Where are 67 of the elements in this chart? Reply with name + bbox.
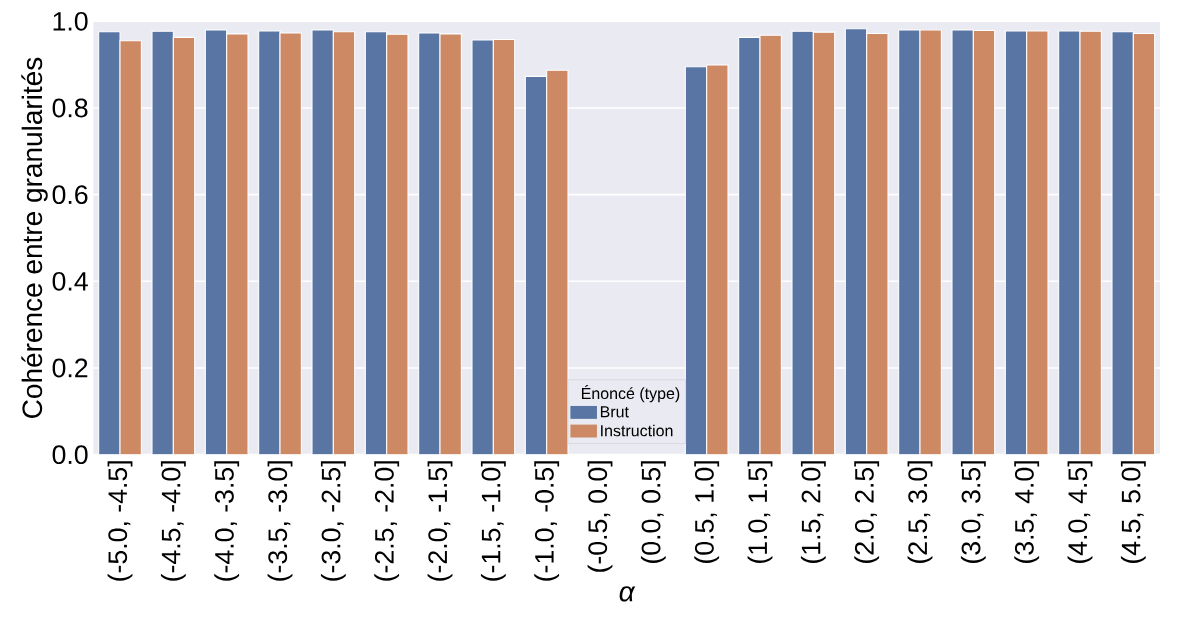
x-tick-label: (-4.0, -3.5]: [214, 461, 240, 581]
bar: [919, 29, 942, 455]
bar: [226, 33, 249, 455]
x-tick-label: (-2.0, -1.5]: [427, 461, 453, 581]
x-tick-label: (0.5, 1.0]: [694, 461, 720, 563]
bar: [706, 64, 729, 455]
bar: [365, 31, 387, 455]
x-tick-label: (-3.0, -2.5]: [320, 461, 346, 581]
x-tick-label: (3.5, 4.0]: [1014, 461, 1040, 563]
x-tick-label: (-3.5, -3.0]: [267, 461, 293, 581]
legend-label: Brut: [600, 406, 629, 418]
bar: [1111, 31, 1134, 455]
bar: [791, 30, 814, 455]
legend-title: Énoncé (type): [581, 385, 680, 403]
y-tick-label: 1.0: [53, 11, 88, 31]
y-tick-label: 0.2: [52, 358, 88, 378]
y-tick-label: 0.8: [52, 98, 88, 118]
x-tick-label: (-1.5, -1.0]: [480, 461, 506, 581]
bar: [844, 28, 868, 455]
x-tick-label: (-2.5, -2.0]: [374, 461, 400, 581]
legend-label: Instruction: [601, 424, 673, 437]
bar: [173, 37, 195, 455]
bar: [418, 33, 441, 455]
x-tick-label: (1.0, 1.5]: [747, 461, 773, 563]
bar: [866, 32, 889, 455]
x-tick-label: (-5.0, -4.5]: [107, 461, 133, 581]
bar: [812, 31, 836, 455]
bar: [1058, 30, 1081, 455]
y-tick-label: 0.6: [52, 185, 88, 205]
bar: [759, 34, 782, 455]
x-tick-label: (2.0, 2.5]: [854, 461, 880, 563]
bar: [738, 36, 761, 455]
x-tick-label: (3.0, 3.5]: [960, 461, 986, 563]
x-tick-label: (0.0, 0.5]: [640, 461, 666, 563]
bar: [386, 34, 409, 455]
x-tick-label: (-1.0, -0.5]: [534, 461, 560, 581]
y-tick-label: 0.0: [52, 445, 88, 465]
x-tick-label: (4.0, 4.5]: [1067, 461, 1093, 563]
bar: [1004, 30, 1028, 455]
bar: [280, 33, 302, 455]
bar: [440, 33, 462, 455]
bar: [972, 29, 996, 455]
bar: [98, 31, 121, 455]
x-tick-label: (-0.5, 0.0]: [587, 461, 613, 572]
y-tick-label: 0.4: [52, 271, 88, 291]
x-tick-label: (1.5, 2.0]: [800, 461, 826, 563]
bar: [493, 39, 515, 455]
bar: [898, 29, 921, 455]
x-tick-label: (4.5, 5.0]: [1120, 461, 1146, 563]
bar: [525, 76, 547, 455]
bar: [312, 29, 334, 455]
bar: [120, 40, 142, 455]
bar: [152, 31, 174, 455]
x-tick-label: (-4.5, -4.0]: [160, 461, 186, 581]
bar: [1079, 30, 1102, 455]
bar: [1026, 30, 1049, 455]
bar: [546, 70, 569, 455]
x-axis-title: α: [619, 586, 636, 602]
bar: [684, 66, 708, 455]
bar: [1132, 32, 1156, 455]
bar: [205, 29, 227, 455]
bar: [333, 31, 355, 455]
bar: [951, 29, 974, 455]
bar: [472, 39, 494, 455]
y-axis-title: Cohérence entre granularités: [21, 57, 48, 418]
x-tick-label: (2.5, 3.0]: [907, 461, 933, 563]
bar: [258, 30, 281, 455]
